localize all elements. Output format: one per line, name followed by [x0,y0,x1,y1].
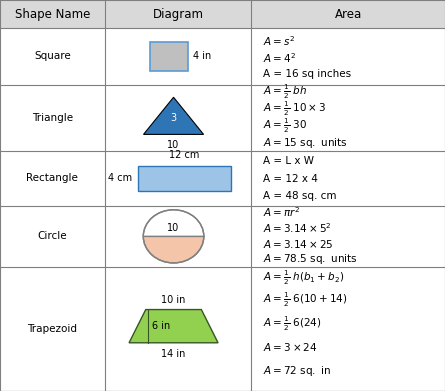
Text: 4 in: 4 in [193,52,212,61]
Text: $A = 3.14 \times 5^2$: $A = 3.14 \times 5^2$ [263,222,332,235]
Text: $A = \frac{1}{2}\ 30$: $A = \frac{1}{2}\ 30$ [263,117,307,135]
Text: A = 12 x 4: A = 12 x 4 [263,174,317,185]
Text: Shape Name: Shape Name [15,7,90,21]
Text: 4 cm: 4 cm [109,173,133,183]
Text: 10: 10 [167,140,180,150]
Text: Circle: Circle [37,231,67,241]
Text: Diagram: Diagram [153,7,203,21]
Text: A = L x W: A = L x W [263,156,314,165]
Text: $A = s^2$: $A = s^2$ [263,34,295,48]
Text: A = 16 sq inches: A = 16 sq inches [263,68,351,79]
Polygon shape [129,310,218,343]
Text: $A = 3.14 \times 25$: $A = 3.14 \times 25$ [263,238,333,250]
Text: 14 in: 14 in [162,349,186,359]
Text: $A = \frac{1}{2}\ 6(24)$: $A = \frac{1}{2}\ 6(24)$ [263,315,321,333]
Text: Area: Area [335,7,362,21]
Text: $A = 78.5\ \mathrm{sq.\ units}$: $A = 78.5\ \mathrm{sq.\ units}$ [263,252,357,266]
Text: 10 in: 10 in [162,295,186,305]
Text: 6 in: 6 in [151,321,170,331]
Text: 3: 3 [170,113,177,123]
Text: 12 cm: 12 cm [170,150,200,160]
Text: $A = 15\ \mathrm{sq.\ units}$: $A = 15\ \mathrm{sq.\ units}$ [263,136,347,150]
Text: $A = \pi r^2$: $A = \pi r^2$ [263,205,300,219]
Polygon shape [143,97,203,135]
Wedge shape [143,210,204,236]
Text: Square: Square [34,52,71,61]
Text: Rectangle: Rectangle [26,173,78,183]
FancyBboxPatch shape [0,0,445,28]
Text: 10: 10 [167,223,180,233]
Wedge shape [143,236,204,263]
Text: $A = \frac{1}{2}\ h(b_1 + b_2)$: $A = \frac{1}{2}\ h(b_1 + b_2)$ [263,269,344,287]
Text: Triangle: Triangle [32,113,73,123]
Text: $A = 3 \times 24$: $A = 3 \times 24$ [263,341,317,353]
Text: $A = 72\ \mathrm{sq.\ in}$: $A = 72\ \mathrm{sq.\ in}$ [263,364,331,378]
Text: $A = \frac{1}{2}\ 10 \times 3$: $A = \frac{1}{2}\ 10 \times 3$ [263,99,326,118]
FancyBboxPatch shape [150,42,188,71]
Text: $A= \frac{1}{2}\ 6(10 + 14)$: $A= \frac{1}{2}\ 6(10 + 14)$ [263,291,347,309]
FancyBboxPatch shape [138,165,231,191]
Text: $A = 4^2$: $A = 4^2$ [263,51,295,65]
Text: $A = \frac{1}{2}\ bh$: $A = \frac{1}{2}\ bh$ [263,82,307,100]
Text: Trapezoid: Trapezoid [27,324,77,334]
Text: A = 48 sq. cm: A = 48 sq. cm [263,191,336,201]
